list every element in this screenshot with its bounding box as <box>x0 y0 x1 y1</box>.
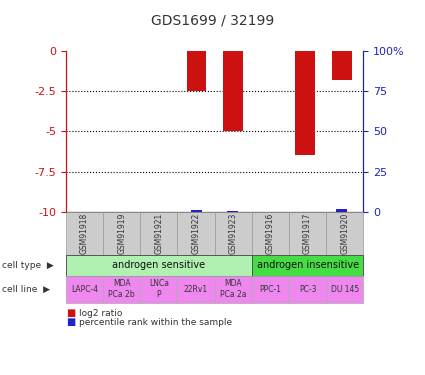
Text: androgen sensitive: androgen sensitive <box>112 260 205 270</box>
Text: GSM91923: GSM91923 <box>229 213 238 254</box>
Text: GSM91920: GSM91920 <box>340 213 349 254</box>
Bar <box>332 51 351 80</box>
Text: GSM91919: GSM91919 <box>117 213 126 254</box>
Text: cell line  ▶: cell line ▶ <box>2 285 50 294</box>
Bar <box>187 51 207 91</box>
Text: percentile rank within the sample: percentile rank within the sample <box>79 318 232 327</box>
Bar <box>295 51 315 155</box>
Text: ■: ■ <box>66 308 75 318</box>
Text: MDA
PCa 2a: MDA PCa 2a <box>220 279 246 299</box>
Text: GSM91918: GSM91918 <box>80 213 89 254</box>
Text: log2 ratio: log2 ratio <box>79 309 122 318</box>
Text: LNCa
P: LNCa P <box>149 279 169 299</box>
Bar <box>223 51 243 131</box>
Text: 22Rv1: 22Rv1 <box>184 285 208 294</box>
Text: PC-3: PC-3 <box>299 285 316 294</box>
Text: LAPC-4: LAPC-4 <box>71 285 98 294</box>
Bar <box>227 211 238 212</box>
Text: GSM91916: GSM91916 <box>266 213 275 254</box>
Text: GSM91917: GSM91917 <box>303 213 312 254</box>
Text: GSM91921: GSM91921 <box>154 213 163 254</box>
Text: ■: ■ <box>66 317 75 327</box>
Text: DU 145: DU 145 <box>331 285 359 294</box>
Text: MDA
PCa 2b: MDA PCa 2b <box>108 279 135 299</box>
Text: androgen insensitive: androgen insensitive <box>257 260 359 270</box>
Text: GDS1699 / 32199: GDS1699 / 32199 <box>151 13 274 28</box>
Text: GSM91922: GSM91922 <box>192 213 201 254</box>
Bar <box>191 210 202 212</box>
Bar <box>336 210 347 212</box>
Text: cell type  ▶: cell type ▶ <box>2 261 54 270</box>
Text: PPC-1: PPC-1 <box>259 285 281 294</box>
